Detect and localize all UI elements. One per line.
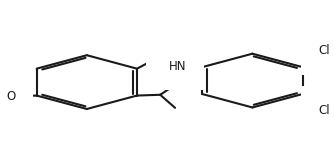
Text: OH: OH bbox=[164, 46, 182, 59]
Text: Cl: Cl bbox=[319, 104, 330, 117]
Text: Cl: Cl bbox=[319, 44, 330, 57]
Text: O: O bbox=[6, 89, 16, 102]
Text: HN: HN bbox=[169, 60, 187, 73]
